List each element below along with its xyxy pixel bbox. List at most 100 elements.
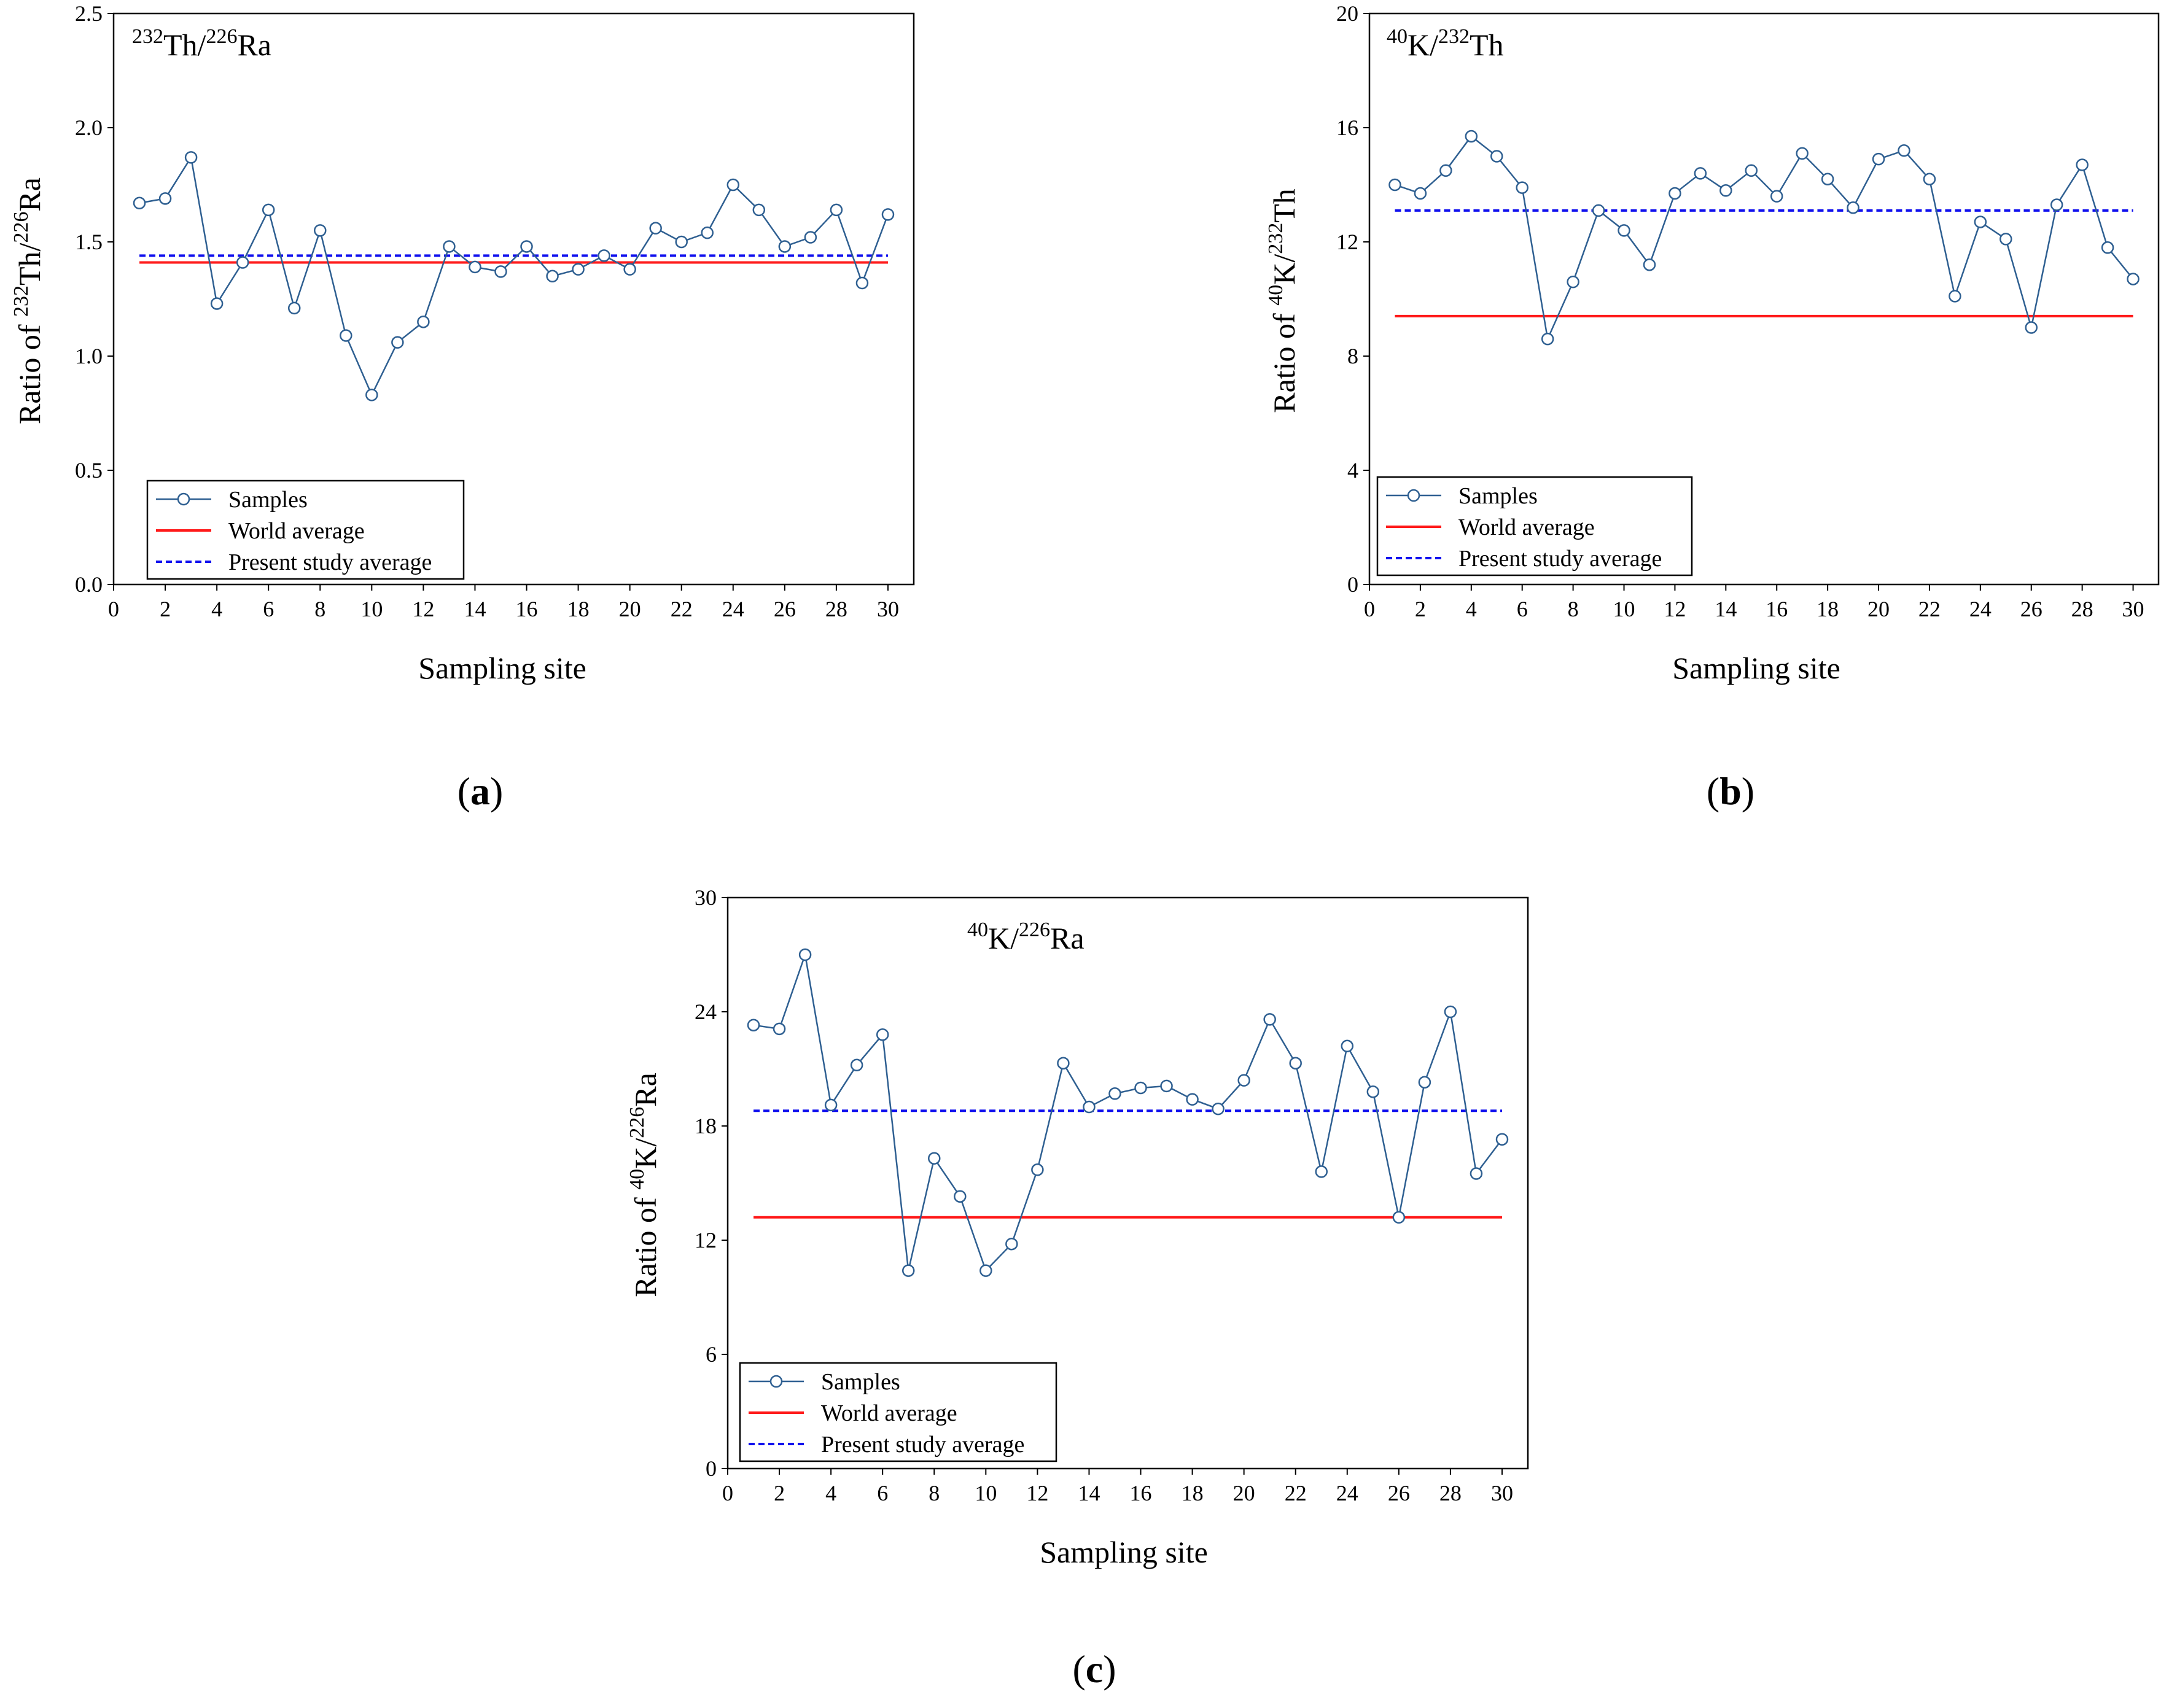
sample-point	[855, 276, 869, 290]
sample-point	[798, 948, 812, 961]
sample-point	[1160, 1079, 1173, 1093]
x-tick-label: 2	[774, 1481, 785, 1505]
panel-caption: (c)	[1072, 1647, 1116, 1691]
sample-point	[210, 297, 224, 310]
y-tick-label: 12	[1336, 230, 1358, 254]
x-tick-label: 20	[1867, 597, 1890, 621]
sample-point	[2025, 321, 2038, 334]
y-tick-label: 4	[1347, 458, 1358, 483]
x-tick-label: 10	[360, 597, 383, 621]
y-tick-label: 20	[1336, 1, 1358, 26]
sample-point	[881, 208, 895, 221]
x-tick-label: 6	[263, 597, 274, 621]
sample-point	[1341, 1039, 1354, 1053]
legend-samples-marker	[1407, 489, 1420, 502]
chart-panel-c: 0 2 4 6 8 10 12 14 16 18 20 22 24 26 28 30061218243040K…	[626, 885, 1529, 1691]
sample-point	[1444, 1005, 1457, 1019]
sample-point	[184, 151, 198, 164]
x-tick-label: 16	[1766, 597, 1788, 621]
x-tick-label: 16	[1130, 1481, 1152, 1505]
sample-point	[1745, 164, 1758, 177]
legend-label-present-study-average: Present study average	[1458, 546, 1662, 572]
legend-label-present-study-average: Present study average	[821, 1432, 1024, 1458]
x-tick-label: 18	[1817, 597, 1839, 621]
sample-point	[1669, 187, 1681, 200]
y-tick-label: 6	[706, 1342, 717, 1367]
legend-label-samples: Samples	[1458, 483, 1538, 509]
sample-point	[649, 222, 662, 235]
sample-point	[1057, 1057, 1070, 1069]
legend: Samples World average Present study averag…	[146, 479, 465, 580]
sample-point	[1643, 258, 1656, 271]
sample-point	[2000, 233, 2012, 246]
y-tick-label: 30	[695, 885, 717, 910]
sample-point	[804, 231, 817, 244]
legend-samples-marker	[769, 1375, 783, 1388]
x-tick-label: 0	[722, 1481, 733, 1505]
legend-label-world-average: World average	[821, 1400, 957, 1426]
panel-title: 40K/226Ra	[967, 918, 1084, 955]
sample-point	[546, 270, 559, 283]
sample-point	[1186, 1093, 1199, 1106]
x-tick-label: 24	[1336, 1481, 1358, 1505]
sample-point	[1567, 275, 1579, 289]
x-tick-label: 22	[671, 597, 693, 621]
legend-label-world-average: World average	[228, 518, 365, 544]
panel-caption: (a)	[458, 769, 504, 813]
samples-line	[753, 954, 1503, 1272]
sample-point	[133, 196, 146, 210]
panel-caption: (b)	[1707, 769, 1754, 813]
sample-point	[1108, 1087, 1121, 1100]
x-tick-label: 6	[877, 1481, 888, 1505]
sample-point	[1796, 147, 1809, 160]
y-axis-label: Ratio of 232Th/226Ra	[10, 177, 47, 424]
sample-point	[1418, 1076, 1431, 1089]
sample-point	[701, 226, 714, 239]
sample-point	[1388, 178, 1401, 192]
x-tick-label: 16	[516, 597, 538, 621]
sample-point	[1898, 144, 1910, 157]
y-tick-label: 16	[1336, 115, 1358, 140]
x-tick-label: 4	[211, 597, 222, 621]
y-axis-label: Ratio of 40K/232Th	[1264, 188, 1301, 413]
sample-point	[747, 1019, 760, 1031]
sample-point	[979, 1264, 992, 1277]
x-tick-label: 12	[1664, 597, 1686, 621]
sample-point	[1516, 181, 1528, 194]
sample-point	[494, 265, 507, 278]
x-tick-label: 8	[1568, 597, 1579, 621]
sample-point	[391, 336, 404, 349]
x-tick-label: 22	[1285, 1481, 1307, 1505]
sample-point	[830, 203, 843, 217]
sample-point	[1315, 1165, 1328, 1178]
x-tick-label: 26	[774, 597, 796, 621]
legend-samples-marker	[177, 492, 190, 506]
sample-point	[1237, 1074, 1250, 1087]
sample-point	[572, 263, 585, 276]
sample-point	[2101, 241, 2114, 254]
x-tick-label: 12	[412, 597, 434, 621]
x-tick-label: 14	[464, 597, 486, 621]
x-tick-label: 4	[825, 1481, 836, 1505]
sample-point	[1872, 152, 1885, 166]
legend-label-samples: Samples	[821, 1369, 900, 1395]
x-tick-label: 24	[1969, 597, 1992, 621]
sample-point	[1031, 1163, 1044, 1176]
x-tick-label: 26	[1388, 1481, 1410, 1505]
sample-point	[876, 1028, 889, 1041]
y-tick-label: 24	[695, 1000, 717, 1024]
sample-point	[2076, 158, 2089, 171]
sample-point	[824, 1098, 838, 1112]
samples-line	[139, 155, 889, 397]
legend: Samples World average Present study averag…	[1376, 476, 1693, 576]
sample-point	[1618, 224, 1630, 237]
x-tick-label: 28	[2071, 597, 2093, 621]
sample-point	[1490, 150, 1503, 163]
sample-point	[1847, 201, 1859, 214]
x-tick-label: 2	[160, 597, 171, 621]
x-tick-label: 20	[1233, 1481, 1255, 1505]
chart-panel-b: 0 2 4 6 8 10 12 14 16 18 20 22 24 26 28 3004812162040K/…	[1264, 1, 2160, 813]
x-axis-label: Sampling site	[1040, 1535, 1208, 1569]
y-tick-label: 2.0	[75, 115, 103, 140]
x-tick-label: 12	[1026, 1481, 1048, 1505]
